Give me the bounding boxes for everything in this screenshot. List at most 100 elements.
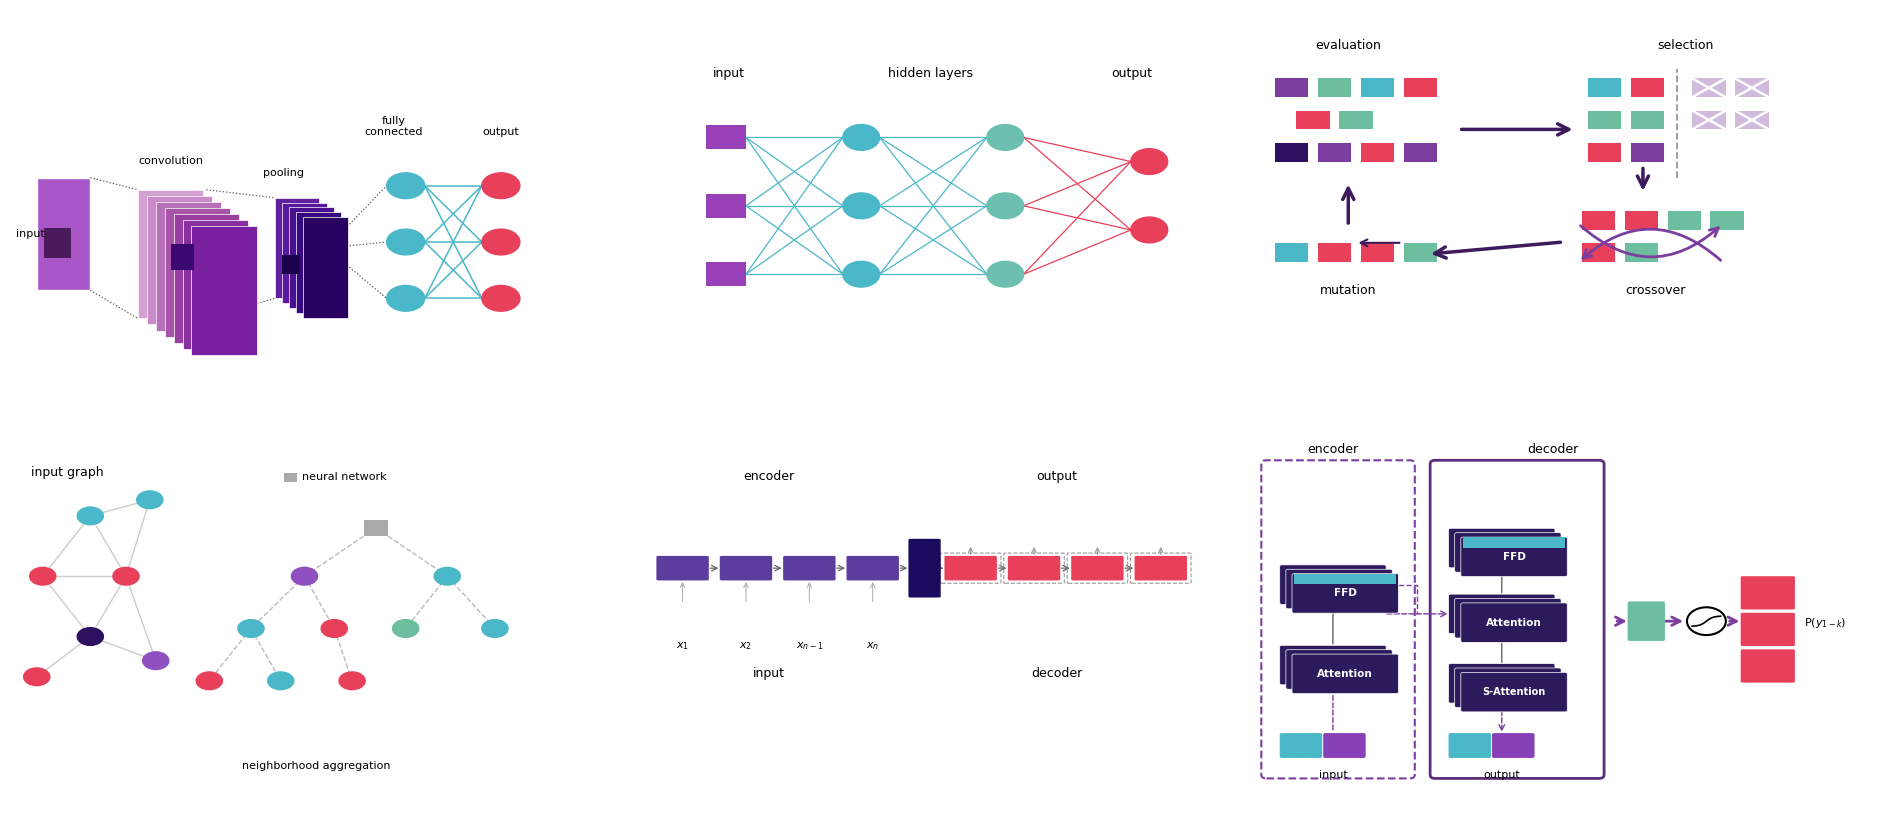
FancyBboxPatch shape	[43, 228, 70, 258]
FancyBboxPatch shape	[283, 473, 297, 482]
Text: $x_1$: $x_1$	[1339, 740, 1351, 752]
Text: input: input	[15, 229, 45, 239]
Circle shape	[387, 173, 425, 199]
FancyBboxPatch shape	[138, 189, 204, 318]
FancyBboxPatch shape	[1275, 79, 1309, 97]
Text: encoder: encoder	[744, 469, 795, 483]
Text: decoder: decoder	[1031, 667, 1082, 680]
FancyBboxPatch shape	[164, 208, 230, 337]
FancyBboxPatch shape	[1275, 142, 1309, 162]
FancyBboxPatch shape	[1455, 533, 1560, 572]
FancyBboxPatch shape	[36, 178, 91, 290]
FancyBboxPatch shape	[1404, 79, 1438, 97]
FancyBboxPatch shape	[1449, 733, 1490, 758]
Text: input: input	[754, 667, 786, 680]
Text: RNN: RNN	[960, 563, 982, 573]
FancyBboxPatch shape	[191, 226, 257, 354]
Text: $y_0$: $y_0$	[1507, 739, 1519, 752]
FancyBboxPatch shape	[1286, 569, 1392, 608]
Text: output: output	[1483, 770, 1521, 780]
FancyBboxPatch shape	[1587, 142, 1621, 162]
Circle shape	[842, 261, 880, 287]
Circle shape	[1687, 608, 1727, 635]
Circle shape	[321, 619, 348, 638]
FancyBboxPatch shape	[784, 556, 835, 581]
FancyBboxPatch shape	[289, 208, 334, 308]
FancyBboxPatch shape	[1462, 537, 1566, 548]
Text: mutation: mutation	[1320, 284, 1377, 297]
FancyBboxPatch shape	[281, 203, 327, 303]
FancyBboxPatch shape	[1135, 556, 1186, 581]
Text: encoder: encoder	[1307, 443, 1358, 456]
FancyBboxPatch shape	[1734, 111, 1768, 129]
Text: decoder: decoder	[1528, 443, 1579, 456]
Text: P($y_{1-k}$): P($y_{1-k}$)	[1804, 616, 1846, 630]
FancyBboxPatch shape	[1630, 142, 1664, 162]
FancyBboxPatch shape	[1581, 211, 1615, 230]
FancyBboxPatch shape	[1492, 733, 1534, 758]
Circle shape	[482, 286, 519, 311]
FancyBboxPatch shape	[155, 202, 221, 330]
Text: $p_{y0}$: $p_{y0}$	[1462, 739, 1477, 752]
FancyBboxPatch shape	[1009, 556, 1060, 581]
FancyBboxPatch shape	[1630, 79, 1664, 97]
Text: hidden layers: hidden layers	[888, 67, 973, 80]
FancyBboxPatch shape	[1360, 142, 1394, 162]
FancyBboxPatch shape	[174, 214, 240, 343]
FancyBboxPatch shape	[1455, 598, 1560, 638]
Text: encoder
state: encoder state	[909, 561, 941, 575]
FancyBboxPatch shape	[846, 556, 899, 581]
Text: RNN: RNN	[797, 563, 822, 573]
Text: evaluation: evaluation	[1315, 39, 1381, 52]
Text: $x_{n-1}$: $x_{n-1}$	[795, 640, 824, 653]
Circle shape	[842, 193, 880, 219]
Circle shape	[387, 229, 425, 255]
Text: wx+b: wx+b	[1642, 608, 1651, 634]
FancyBboxPatch shape	[1630, 111, 1664, 129]
Circle shape	[842, 125, 880, 150]
FancyBboxPatch shape	[1286, 649, 1392, 689]
Circle shape	[30, 567, 57, 585]
FancyBboxPatch shape	[1292, 654, 1398, 694]
FancyBboxPatch shape	[281, 255, 300, 274]
Text: FFD: FFD	[1502, 552, 1526, 561]
FancyBboxPatch shape	[1625, 211, 1659, 230]
FancyBboxPatch shape	[1587, 111, 1621, 129]
FancyBboxPatch shape	[147, 196, 212, 324]
FancyBboxPatch shape	[1460, 603, 1568, 643]
Text: $x_2$: $x_2$	[739, 640, 752, 653]
FancyBboxPatch shape	[1581, 243, 1615, 262]
FancyBboxPatch shape	[1711, 211, 1744, 230]
Text: $p_{x1}$: $p_{x1}$	[1292, 739, 1309, 752]
FancyBboxPatch shape	[170, 244, 195, 270]
Circle shape	[144, 652, 168, 670]
Circle shape	[25, 668, 49, 685]
Circle shape	[986, 193, 1024, 219]
FancyBboxPatch shape	[274, 198, 319, 298]
FancyBboxPatch shape	[706, 126, 746, 149]
FancyBboxPatch shape	[1740, 649, 1795, 683]
Text: input: input	[712, 67, 744, 80]
Circle shape	[238, 619, 264, 638]
FancyBboxPatch shape	[1279, 565, 1387, 604]
FancyBboxPatch shape	[1404, 142, 1438, 162]
FancyBboxPatch shape	[1460, 672, 1568, 711]
Text: neural network: neural network	[302, 473, 385, 482]
Circle shape	[113, 567, 140, 585]
Circle shape	[482, 619, 508, 638]
Circle shape	[393, 619, 419, 638]
FancyBboxPatch shape	[1625, 243, 1659, 262]
Text: FFD: FFD	[1334, 588, 1356, 598]
Circle shape	[136, 491, 162, 509]
Text: Attention: Attention	[1317, 669, 1373, 679]
FancyBboxPatch shape	[1740, 577, 1795, 609]
Circle shape	[1132, 217, 1167, 243]
Circle shape	[268, 672, 295, 690]
FancyBboxPatch shape	[1296, 111, 1330, 129]
FancyBboxPatch shape	[304, 217, 348, 318]
Text: RNN: RNN	[1149, 563, 1173, 573]
Text: output: output	[1037, 469, 1077, 483]
Text: S-Attention: S-Attention	[1483, 687, 1545, 697]
Text: $x_n$: $x_n$	[865, 640, 880, 653]
FancyBboxPatch shape	[1319, 142, 1351, 162]
